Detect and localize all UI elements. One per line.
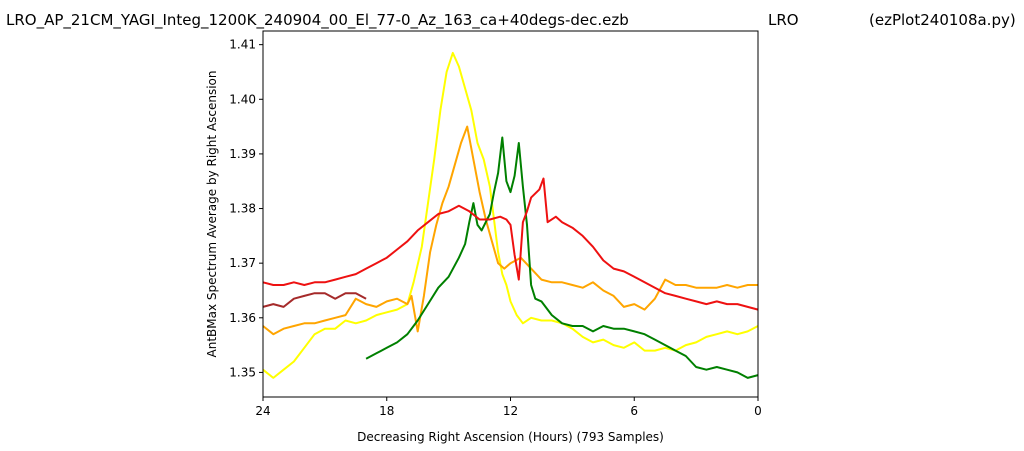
y-tick-label: 1.41 bbox=[229, 38, 256, 52]
file-title: LRO_AP_21CM_YAGI_Integ_1200K_240904_00_E… bbox=[6, 11, 629, 30]
y-axis: 1.35 1.36 1.37 1.38 1.39 1.40 1.41 bbox=[229, 38, 263, 379]
y-tick-label: 1.38 bbox=[229, 202, 256, 216]
series-line-4 bbox=[262, 177, 759, 311]
x-tick-label: 6 bbox=[630, 404, 638, 418]
y-tick-label: 1.35 bbox=[229, 365, 256, 379]
series-line-3 bbox=[365, 136, 759, 379]
site-label: LRO bbox=[768, 11, 799, 29]
x-tick-label: 24 bbox=[255, 404, 270, 418]
y-axis-label: AntBMax Spectrum Average by Right Ascens… bbox=[205, 71, 219, 358]
x-axis-label: Decreasing Right Ascension (Hours) (793 … bbox=[357, 430, 664, 444]
program-label: (ezPlot240108a.py) bbox=[869, 11, 1016, 29]
x-tick-label: 18 bbox=[379, 404, 394, 418]
series-layer bbox=[262, 51, 759, 379]
series-line-1 bbox=[262, 125, 758, 336]
y-tick-label: 1.36 bbox=[229, 311, 256, 325]
y-tick-label: 1.37 bbox=[229, 256, 256, 270]
y-tick-label: 1.39 bbox=[229, 147, 256, 161]
series-line-0 bbox=[262, 51, 759, 379]
plot-frame bbox=[262, 30, 759, 398]
x-tick-label: 12 bbox=[503, 404, 518, 418]
x-tick-label: 0 bbox=[754, 404, 762, 418]
x-axis: 24 18 12 6 0 bbox=[255, 397, 762, 418]
y-tick-label: 1.40 bbox=[229, 92, 256, 106]
series-line-2 bbox=[262, 292, 367, 308]
